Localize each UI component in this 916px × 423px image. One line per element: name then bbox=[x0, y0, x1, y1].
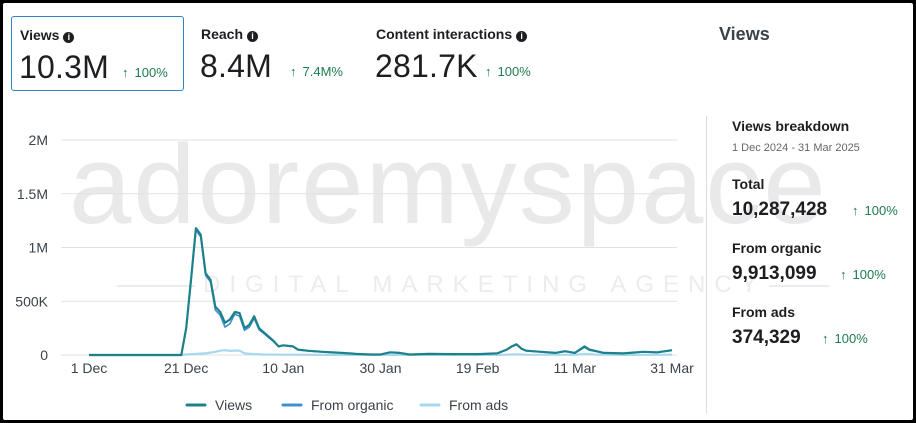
y-tick-label: 2M bbox=[29, 132, 48, 148]
breakdown-total-delta: ↑ 100% bbox=[852, 203, 898, 218]
panel-divider bbox=[706, 116, 707, 414]
x-tick-label: 19 Feb bbox=[456, 360, 500, 376]
series-line-from-organic bbox=[89, 229, 673, 356]
metric-delta: ↑ 100% bbox=[122, 65, 168, 80]
arrow-up-icon: ↑ bbox=[822, 331, 829, 346]
breakdown-organic-label: From organic bbox=[732, 240, 822, 256]
arrow-up-icon: ↑ bbox=[485, 64, 492, 79]
y-tick-label: 1M bbox=[29, 240, 48, 256]
metric-label: Content interactions i bbox=[376, 26, 528, 42]
breakdown-organic-value: 9,913,099 bbox=[732, 263, 817, 284]
metric-value: 8.4M bbox=[200, 48, 272, 84]
panel-title: Views bbox=[719, 24, 770, 44]
breakdown-title: Views breakdown bbox=[732, 118, 850, 134]
metric-value: 10.3M bbox=[19, 49, 109, 85]
metric-label: Views i bbox=[20, 27, 75, 43]
metric-delta: ↑ 100% bbox=[485, 64, 531, 79]
legend-label-from-organic: From organic bbox=[311, 397, 393, 413]
legend-label-from-ads: From ads bbox=[449, 397, 508, 413]
info-icon[interactable]: i bbox=[247, 31, 259, 42]
series-line-from-ads bbox=[89, 349, 673, 357]
y-tick-label: 500K bbox=[15, 293, 48, 309]
views-line-chart: 0 500K 1M 1.5M 2M 1 Dec 21 Dec 10 Jan 30 Jan 19 F… bbox=[15, 132, 694, 413]
breakdown-ads-label: From ads bbox=[732, 304, 796, 320]
metric-label: Reach i bbox=[201, 26, 259, 42]
x-tick-label: 1 Dec bbox=[71, 360, 108, 376]
metric-tile-content-interactions[interactable]: Content interactions i 281.7K ↑ 100% bbox=[368, 16, 568, 91]
arrow-up-icon: ↑ bbox=[840, 267, 847, 282]
arrow-up-icon: ↑ bbox=[852, 203, 859, 218]
breakdown-date-range: 1 Dec 2024 - 31 Mar 2025 bbox=[732, 142, 860, 154]
x-tick-label: 21 Dec bbox=[164, 360, 208, 376]
dashboard-frame: Views i 10.3M ↑ 100% Reach i 8.4M ↑ 7.4M% Co… bbox=[3, 3, 913, 420]
arrow-up-icon: ↑ bbox=[122, 65, 129, 80]
metric-value: 281.7K bbox=[375, 48, 478, 84]
x-tick-label: 10 Jan bbox=[262, 360, 304, 376]
breakdown-total-value: 10,287,428 bbox=[732, 199, 828, 220]
x-tick-label: 31 Mar bbox=[650, 360, 694, 376]
watermark-line-right bbox=[769, 285, 829, 287]
breakdown-total-label: Total bbox=[732, 176, 765, 192]
breakdown-ads-delta: ↑ 100% bbox=[822, 331, 868, 346]
info-icon[interactable]: i bbox=[63, 32, 75, 43]
arrow-up-icon: ↑ bbox=[290, 64, 297, 79]
breakdown-organic-delta: ↑ 100% bbox=[840, 267, 886, 282]
info-icon[interactable]: i bbox=[516, 31, 528, 42]
y-tick-label: 1.5M bbox=[17, 186, 48, 202]
legend-label-views: Views bbox=[215, 397, 252, 413]
breakdown-ads-value: 374,329 bbox=[732, 327, 801, 348]
x-tick-label: 30 Jan bbox=[359, 360, 401, 376]
series-line-views bbox=[89, 227, 673, 357]
metric-tile-views[interactable]: Views i 10.3M ↑ 100% bbox=[11, 16, 184, 91]
metric-tile-reach[interactable]: Reach i 8.4M ↑ 7.4M% bbox=[193, 16, 361, 91]
x-tick-label: 11 Mar bbox=[554, 360, 597, 376]
metric-delta: ↑ 7.4M% bbox=[290, 64, 343, 79]
y-tick-label: 0 bbox=[40, 347, 48, 363]
